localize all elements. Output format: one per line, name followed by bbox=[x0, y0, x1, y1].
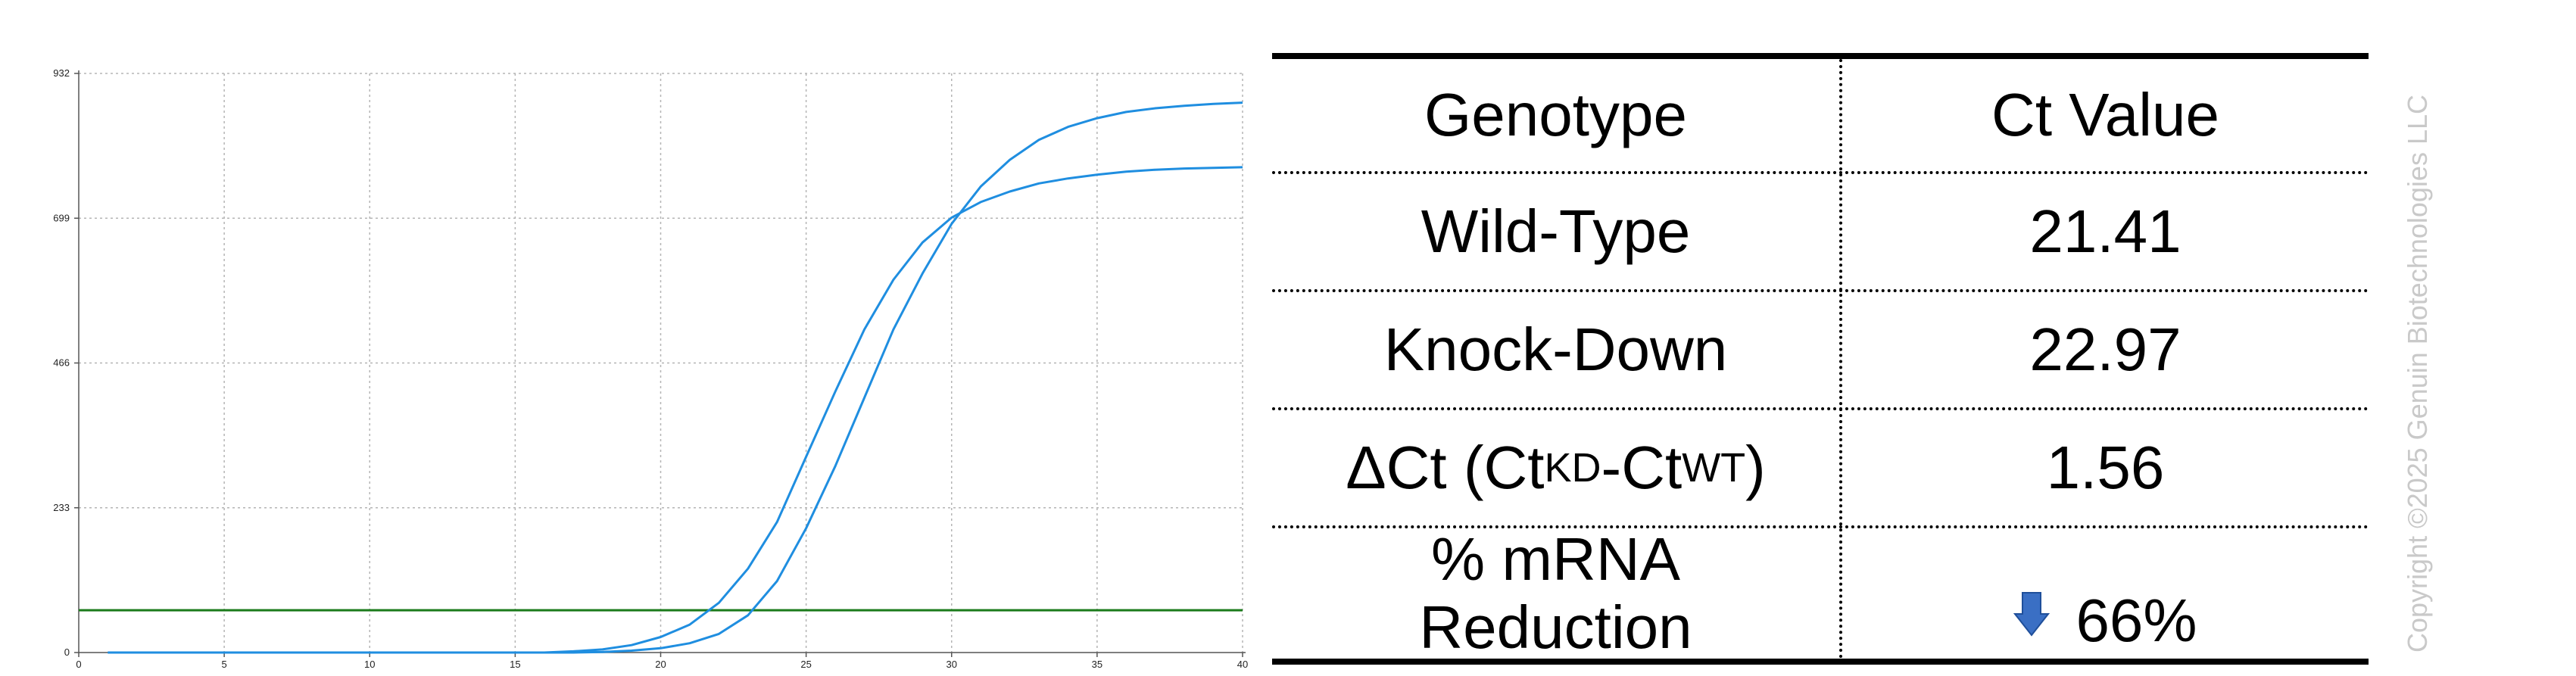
row-divider bbox=[1272, 525, 2369, 528]
reduction-label-line2: Reduction bbox=[1419, 593, 1692, 661]
delta-ct-prefix: ΔCt (Ct bbox=[1346, 434, 1545, 501]
delta-ct-sub-wt: WT bbox=[1682, 445, 1746, 491]
x-tick-label: 40 bbox=[1237, 659, 1248, 670]
column-divider bbox=[1839, 59, 1842, 659]
genotype-wild-type: Wild-Type bbox=[1421, 198, 1691, 265]
x-tick-label: 10 bbox=[364, 659, 375, 670]
x-tick-label: 30 bbox=[947, 659, 957, 670]
table-bottom-rule bbox=[1272, 659, 2369, 665]
y-tick-label: 233 bbox=[53, 502, 70, 513]
y-tick-label: 0 bbox=[64, 646, 70, 658]
row-divider bbox=[1272, 407, 2369, 410]
ct-knock-down: 22.97 bbox=[2029, 316, 2181, 383]
amplification-curve-1 bbox=[108, 166, 1243, 654]
ct-results-table: Genotype Ct Value Wild-Type 21.41 Knock-… bbox=[1272, 53, 2369, 665]
amplification-chart: 0 233 466 699 932 0 5 10 15 20 25 30 35 40 bbox=[53, 67, 1248, 670]
x-tick-label: 35 bbox=[1092, 659, 1102, 670]
y-tick-label: 466 bbox=[53, 357, 70, 369]
y-tick-label: 932 bbox=[53, 67, 70, 79]
delta-ct-mid: -Ct bbox=[1601, 434, 1683, 501]
y-tick-label: 699 bbox=[53, 212, 70, 223]
reduction-value: 66% bbox=[1842, 583, 2369, 659]
x-tick-label: 0 bbox=[76, 659, 81, 670]
down-arrow-icon bbox=[2013, 587, 2051, 648]
copyright-watermark: Copyright ©2025 Genuin Biotechnologies L… bbox=[2402, 95, 2433, 653]
amplification-curve-2 bbox=[108, 101, 1243, 654]
delta-ct-value: 1.56 bbox=[2046, 434, 2165, 501]
row-divider bbox=[1272, 171, 2369, 174]
table-top-rule bbox=[1272, 53, 2369, 59]
header-ct-value: Ct Value bbox=[1991, 81, 2219, 148]
x-tick-label: 15 bbox=[510, 659, 520, 670]
delta-ct-label: ΔCt (Ct KD -Ct WT) bbox=[1272, 410, 1839, 525]
x-tick-label: 20 bbox=[655, 659, 666, 670]
x-tick-label: 25 bbox=[800, 659, 811, 670]
delta-ct-suffix: ) bbox=[1745, 434, 1766, 501]
x-tick-label: 5 bbox=[222, 659, 227, 670]
reduction-label-line1: % mRNA bbox=[1431, 525, 1680, 593]
row-divider bbox=[1272, 289, 2369, 292]
reduction-label: % mRNA Reduction bbox=[1272, 525, 1839, 661]
delta-ct-sub-kd: KD bbox=[1544, 445, 1601, 491]
header-genotype: Genotype bbox=[1424, 81, 1687, 148]
reduction-percent: 66% bbox=[2075, 587, 2197, 654]
ct-wild-type: 21.41 bbox=[2029, 198, 2181, 265]
genotype-knock-down: Knock-Down bbox=[1383, 316, 1728, 383]
